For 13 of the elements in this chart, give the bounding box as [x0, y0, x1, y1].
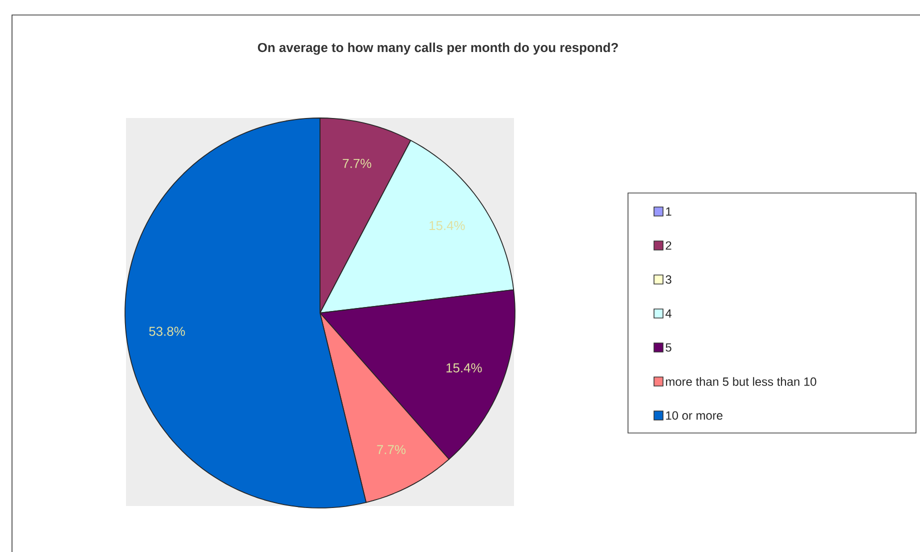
- data-label: 15.4%: [446, 363, 482, 372]
- legend-label: 3: [666, 275, 672, 284]
- chart-title: On average to how many calls per month do you respond?: [258, 42, 618, 55]
- data-label: 53.8%: [149, 326, 185, 336]
- legend-label: 1: [666, 207, 672, 216]
- legend-label: 5: [666, 343, 672, 352]
- legend-label: 10 or more: [666, 411, 722, 420]
- data-label: 7.7%: [377, 445, 406, 454]
- legend-label: 4: [665, 309, 672, 318]
- legend-label: 2: [666, 241, 672, 250]
- data-label: 7.7%: [342, 158, 372, 168]
- legend-label: more than 5 but less than 10: [666, 377, 816, 386]
- data-label: 15.4%: [430, 221, 465, 230]
